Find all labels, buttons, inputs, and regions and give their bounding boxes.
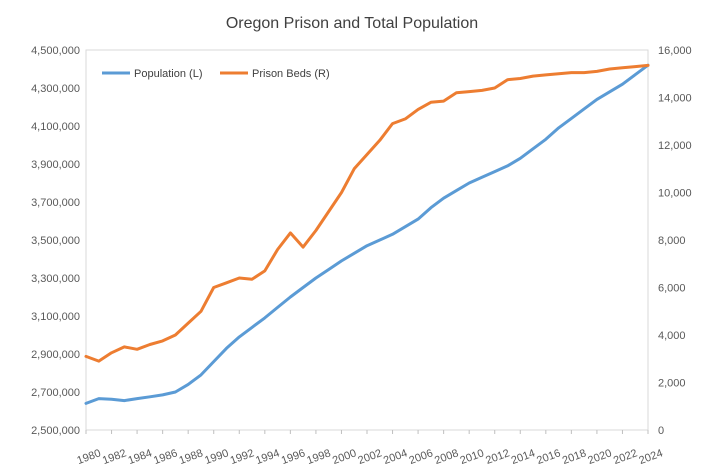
y-left-tick-label: 4,100,000 xyxy=(31,121,80,133)
y-left-tick-label: 3,500,000 xyxy=(31,235,80,247)
legend-label-population: Population (L) xyxy=(134,68,203,80)
y-right-tick-label: 12,000 xyxy=(658,140,692,152)
chart-title: Oregon Prison and Total Population xyxy=(226,15,478,32)
y-right-tick-label: 8,000 xyxy=(658,235,686,247)
y-right-tick-label: 2,000 xyxy=(658,378,686,390)
y-left-tick-label: 3,700,000 xyxy=(31,197,80,209)
y-right-tick-label: 14,000 xyxy=(658,93,692,105)
y-right-tick-label: 0 xyxy=(658,425,664,437)
y-left-tick-label: 4,300,000 xyxy=(31,83,80,95)
y-left-tick-label: 2,500,000 xyxy=(31,425,80,437)
y-left-tick-label: 3,900,000 xyxy=(31,159,80,171)
y-right-tick-label: 6,000 xyxy=(658,283,686,295)
series-layer xyxy=(84,63,650,405)
y-right-tick-label: 16,000 xyxy=(658,45,692,57)
y-left-tick-label: 2,900,000 xyxy=(31,349,80,361)
series-line-1 xyxy=(84,63,650,363)
legend: Population (L) Prison Beds (R) xyxy=(102,68,330,80)
y-left-tick-label: 3,300,000 xyxy=(31,273,80,285)
y-right-tick-label: 10,000 xyxy=(658,188,692,200)
y-left-tick-label: 4,500,000 xyxy=(31,45,80,57)
legend-label-prison-beds: Prison Beds (R) xyxy=(252,68,330,80)
y-right-tick-label: 4,000 xyxy=(658,330,686,342)
series-line-0 xyxy=(84,63,650,405)
y-left-tick-label: 2,700,000 xyxy=(31,387,80,399)
y-left-tick-label: 3,100,000 xyxy=(31,311,80,323)
